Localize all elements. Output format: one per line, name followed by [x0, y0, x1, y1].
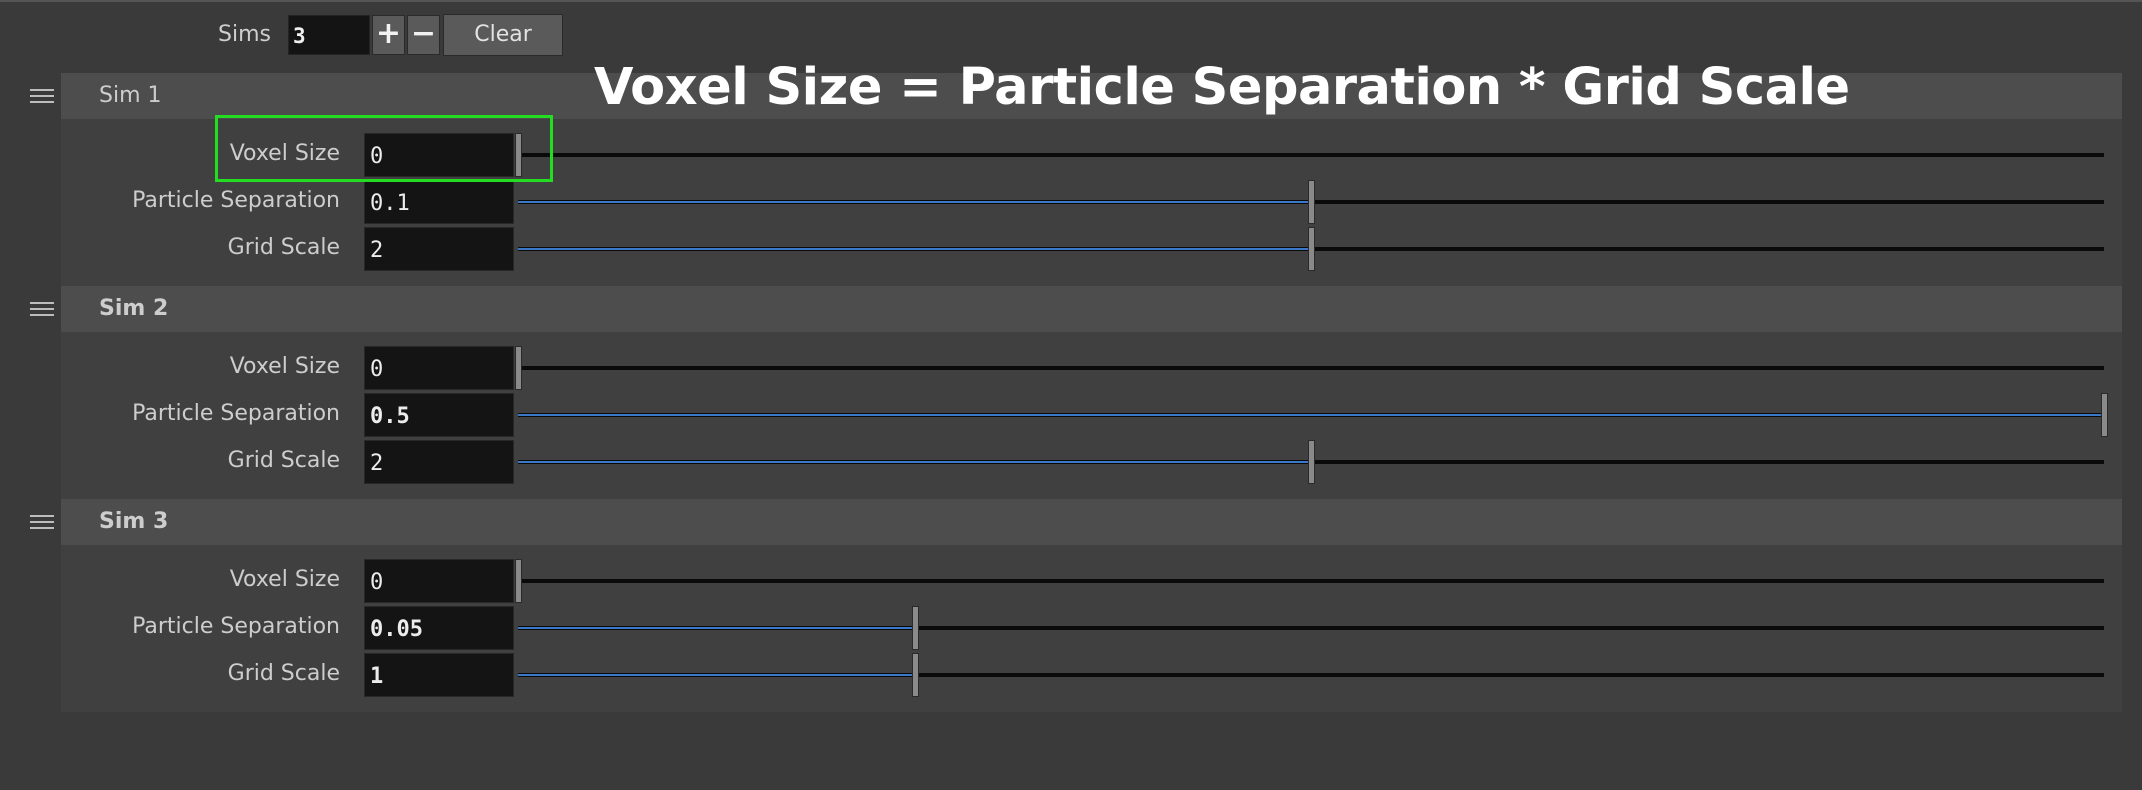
sims-count-field[interactable]: 3: [288, 15, 370, 55]
voxel-size-field[interactable]: 0: [364, 133, 514, 177]
add-sim-button[interactable]: +: [372, 15, 405, 55]
top-border: [0, 0, 2142, 2]
clear-button[interactable]: Clear: [443, 14, 563, 56]
slider-thumb[interactable]: [1308, 440, 1315, 484]
slider-fill: [518, 248, 1311, 250]
param-label: Grid Scale: [227, 235, 340, 260]
grid-scale-slider[interactable]: [518, 440, 2104, 484]
voxel-size-slider[interactable]: [515, 559, 2104, 603]
voxel-size-field[interactable]: 0: [364, 346, 514, 390]
param-row-particle-separation: Particle Separation 0.1: [0, 180, 2142, 224]
particle-separation-slider[interactable]: [518, 180, 2104, 224]
param-label: Particle Separation: [132, 401, 340, 426]
formula-overlay: Voxel Size = Particle Separation * Grid …: [594, 58, 1850, 117]
particle-separation-field[interactable]: 0.1: [364, 180, 514, 224]
slider-thumb[interactable]: [911, 606, 919, 650]
sim-section-header[interactable]: [61, 499, 2122, 545]
slider-thumb[interactable]: [2101, 393, 2108, 437]
slider-fill: [518, 414, 2104, 416]
sim-section-header[interactable]: [61, 286, 2122, 332]
param-row-grid-scale: Grid Scale 1: [0, 653, 2142, 697]
param-row-particle-separation: Particle Separation 0.05: [0, 606, 2142, 650]
param-row-particle-separation: Particle Separation 0.5: [0, 393, 2142, 437]
slider-thumb[interactable]: [1308, 180, 1315, 224]
sims-label: Sims: [218, 22, 271, 47]
slider-fill: [518, 627, 915, 629]
slider-fill: [518, 461, 1311, 463]
sim-section-1: Sim 1 Voxel Size 0 Particle Separation 0…: [0, 73, 2142, 286]
sim-title: Sim 1: [99, 83, 162, 108]
drag-handle-icon[interactable]: [30, 302, 54, 318]
particle-separation-field[interactable]: 0.5: [364, 393, 514, 437]
sim-section-header[interactable]: [61, 73, 2122, 119]
sim-title: Sim 3: [99, 509, 169, 534]
grid-scale-field[interactable]: 2: [364, 440, 514, 484]
slider-thumb[interactable]: [515, 133, 522, 177]
param-row-grid-scale: Grid Scale 2: [0, 227, 2142, 271]
param-label: Voxel Size: [229, 141, 340, 166]
voxel-size-field[interactable]: 0: [364, 559, 514, 603]
remove-sim-button[interactable]: −: [407, 15, 440, 55]
slider-thumb[interactable]: [515, 559, 522, 603]
param-label: Grid Scale: [227, 661, 340, 686]
voxel-size-slider[interactable]: [515, 346, 2104, 390]
param-label: Voxel Size: [229, 567, 340, 592]
param-row-voxel-size: Voxel Size 0: [0, 346, 2142, 390]
slider-thumb[interactable]: [1308, 227, 1315, 271]
sim-title: Sim 2: [99, 296, 169, 321]
param-label: Particle Separation: [132, 614, 340, 639]
param-row-voxel-size: Voxel Size 0: [0, 559, 2142, 603]
slider-thumb[interactable]: [911, 653, 919, 697]
grid-scale-field[interactable]: 2: [364, 227, 514, 271]
grid-scale-slider[interactable]: [518, 227, 2104, 271]
param-label: Grid Scale: [227, 448, 340, 473]
param-label: Voxel Size: [229, 354, 340, 379]
voxel-size-slider[interactable]: [515, 133, 2104, 177]
param-row-voxel-size: Voxel Size 0: [0, 133, 2142, 177]
param-row-grid-scale: Grid Scale 2: [0, 440, 2142, 484]
slider-thumb[interactable]: [515, 346, 522, 390]
sim-section-2: Sim 2 Voxel Size 0 Particle Separation 0…: [0, 286, 2142, 499]
drag-handle-icon[interactable]: [30, 515, 54, 531]
particle-separation-slider[interactable]: [518, 393, 2108, 437]
particle-separation-slider[interactable]: [518, 606, 2104, 650]
grid-scale-slider[interactable]: [518, 653, 2104, 697]
particle-separation-field[interactable]: 0.05: [364, 606, 514, 650]
slider-fill: [518, 674, 915, 676]
param-label: Particle Separation: [132, 188, 340, 213]
slider-fill: [518, 201, 1311, 203]
drag-handle-icon[interactable]: [30, 89, 54, 105]
sim-section-3: Sim 3 Voxel Size 0 Particle Separation 0…: [0, 499, 2142, 712]
grid-scale-field[interactable]: 1: [364, 653, 514, 697]
